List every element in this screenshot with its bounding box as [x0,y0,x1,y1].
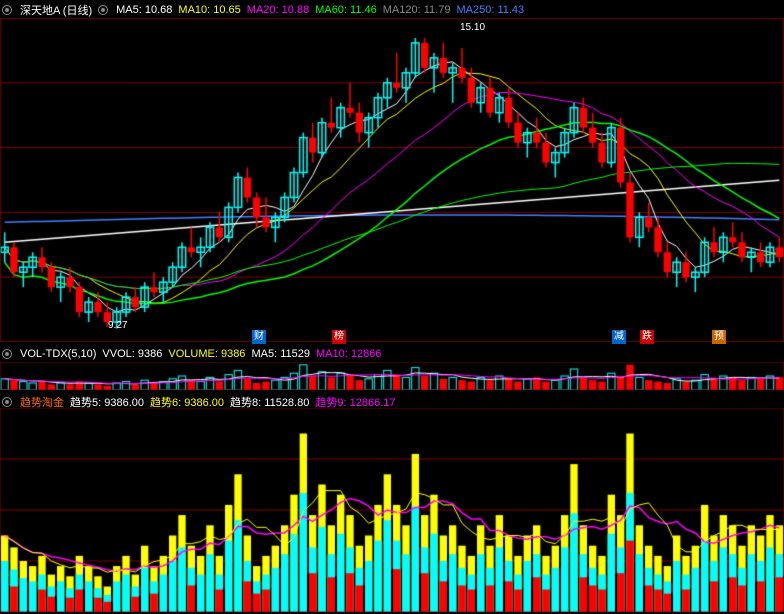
vvol-label: VVOL: 9386 [102,348,162,360]
event-marker[interactable]: 跌 [640,330,654,344]
event-marker[interactable]: 榜 [332,330,346,344]
volume-chart[interactable] [0,362,784,390]
vol-settings-icon[interactable] [2,349,12,359]
trend-settings-icon[interactable] [2,397,12,407]
price-chart[interactable] [0,18,784,342]
ma20-label: MA20: 10.88 [247,4,309,16]
volume-label: VOLUME: 9386 [168,348,245,360]
ma120-label: MA120: 11.79 [383,4,451,16]
info-icon[interactable] [2,5,12,15]
vol-ma5-label: MA5: 11529 [251,348,310,360]
ma5-label: MA5: 10.68 [116,4,172,16]
low-price-label: 9.27 [108,320,127,331]
ma250-label: MA250: 11.43 [456,4,524,16]
trend-chart[interactable] [0,408,784,612]
event-marker[interactable]: 减 [612,330,626,344]
stock-chart-container: 深天地A (日线) MA5: 10.68 MA10: 10.65 MA20: 1… [0,0,784,614]
ma10-label: MA10: 10.65 [178,4,240,16]
vol-title: VOL-TDX(5,10) [20,348,96,360]
volume-header: VOL-TDX(5,10) VVOL: 9386 VOLUME: 9386 MA… [2,348,381,360]
ma60-label: MA60: 11.46 [315,4,377,16]
event-marker[interactable]: 财 [252,330,266,344]
chart-title: 深天地A (日线) [20,2,92,18]
settings-icon[interactable] [98,5,108,15]
vol-ma10-label: MA10: 12866 [316,348,381,360]
event-marker[interactable]: 预 [712,330,726,344]
high-price-label: 15.10 [460,22,485,33]
price-header: 深天地A (日线) MA5: 10.68 MA10: 10.65 MA20: 1… [2,2,524,18]
